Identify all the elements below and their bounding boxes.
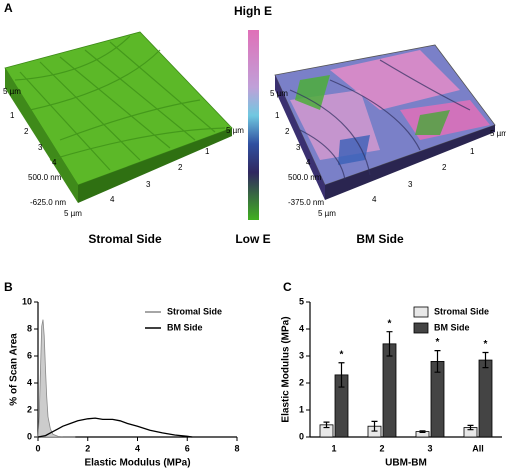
- x-tick-label: 2: [85, 443, 90, 453]
- axis-tick: 4: [52, 158, 57, 167]
- x-tick-label: 4: [135, 443, 140, 453]
- legend-label: BM Side: [434, 322, 470, 332]
- axis-tick: 1: [205, 147, 210, 156]
- x-tick-label: All: [472, 443, 484, 453]
- error-bar: [434, 350, 441, 373]
- stromal-surface: [4, 31, 233, 203]
- y-tick-label: 6: [27, 350, 32, 360]
- axis-tick: 3: [296, 143, 301, 152]
- y-tick-label: 2: [27, 404, 32, 414]
- y-tick-label: 1: [299, 404, 304, 414]
- legend-label: Stromal Side: [434, 306, 489, 316]
- y-axis-label: % of Scan Area: [9, 333, 20, 406]
- axis-tick: 2: [178, 163, 183, 172]
- caption: BM Side: [356, 232, 404, 246]
- y-tick-label: 0: [27, 431, 32, 441]
- y-tick-label: 8: [27, 323, 32, 333]
- axis-tick: 3: [146, 180, 151, 189]
- y-tick-label: 4: [299, 323, 304, 333]
- caption: Stromal Side: [88, 232, 162, 246]
- axis-label: 5 µm: [64, 209, 82, 218]
- significance: *: [484, 339, 488, 350]
- x-axis-label: Elastic Modulus (MPa): [84, 458, 190, 469]
- axis-tick: 4: [306, 158, 311, 167]
- axis-label: 500.0 nm: [28, 173, 62, 182]
- bar: [382, 343, 397, 438]
- legend-swatch: [413, 322, 429, 334]
- panel-label: B: [4, 280, 13, 294]
- y-tick-label: 4: [27, 377, 32, 387]
- axis-label: 5 µm: [226, 126, 244, 135]
- bar: [478, 359, 493, 438]
- axis-tick: 2: [285, 127, 290, 136]
- y-tick-label: 3: [299, 350, 304, 360]
- error-bar: [482, 351, 489, 369]
- x-tick-label: 2: [379, 443, 384, 453]
- error-bar: [338, 362, 345, 388]
- x-tick-label: 6: [185, 443, 190, 453]
- legend-swatch: [413, 306, 429, 318]
- significance: *: [340, 349, 344, 360]
- axis-tick: 4: [372, 195, 377, 204]
- axis-tick: 3: [38, 143, 43, 152]
- area: [37, 319, 76, 438]
- y-tick-label: 0: [299, 431, 304, 441]
- axis-label: 5 µm: [318, 209, 336, 218]
- y-tick-label: 5: [299, 296, 304, 306]
- error-bar: [371, 420, 378, 432]
- axis-tick: 1: [470, 147, 475, 156]
- axis-label: 5 µm: [490, 129, 506, 138]
- panel-label: C: [283, 280, 292, 294]
- y-tick-label: 10: [22, 296, 32, 306]
- axis-tick: 3: [408, 180, 413, 189]
- error-bar: [419, 430, 426, 434]
- y-tick-label: 2: [299, 377, 304, 387]
- colorbar: [248, 30, 259, 220]
- axis-label: 5 µm: [270, 89, 288, 98]
- x-axis-label: UBM-BM: [385, 458, 427, 469]
- x-tick-label: 1: [331, 443, 336, 453]
- axis-tick: 2: [442, 163, 447, 172]
- colorbar-bottom: Low E: [235, 232, 270, 246]
- axis-label: 5 µm: [3, 87, 21, 96]
- x-tick-label: 8: [234, 443, 239, 453]
- legend-label: BM Side: [167, 322, 203, 332]
- axis-tick: 2: [24, 127, 29, 136]
- bm-surface: [274, 44, 496, 200]
- legend-label: Stromal Side: [167, 306, 222, 316]
- axis-label: -375.0 nm: [288, 198, 324, 207]
- axis-tick: 4: [110, 195, 115, 204]
- axis-tick: 1: [275, 111, 280, 120]
- error-bar: [467, 424, 474, 431]
- axis-label: 500.0 nm: [288, 173, 322, 182]
- y-axis-label: Elastic Modulus (MPa): [281, 316, 292, 422]
- panel-label: A: [4, 1, 13, 15]
- significance: *: [388, 318, 392, 329]
- axis-tick: 1: [10, 111, 15, 120]
- line: [37, 417, 193, 438]
- significance: *: [436, 337, 440, 348]
- x-tick-label: 0: [35, 443, 40, 453]
- error-bar: [323, 421, 330, 429]
- x-tick-label: 3: [427, 443, 432, 453]
- error-bar: [386, 331, 393, 357]
- colorbar-top: High E: [234, 4, 272, 18]
- axis-label: -625.0 nm: [30, 198, 66, 207]
